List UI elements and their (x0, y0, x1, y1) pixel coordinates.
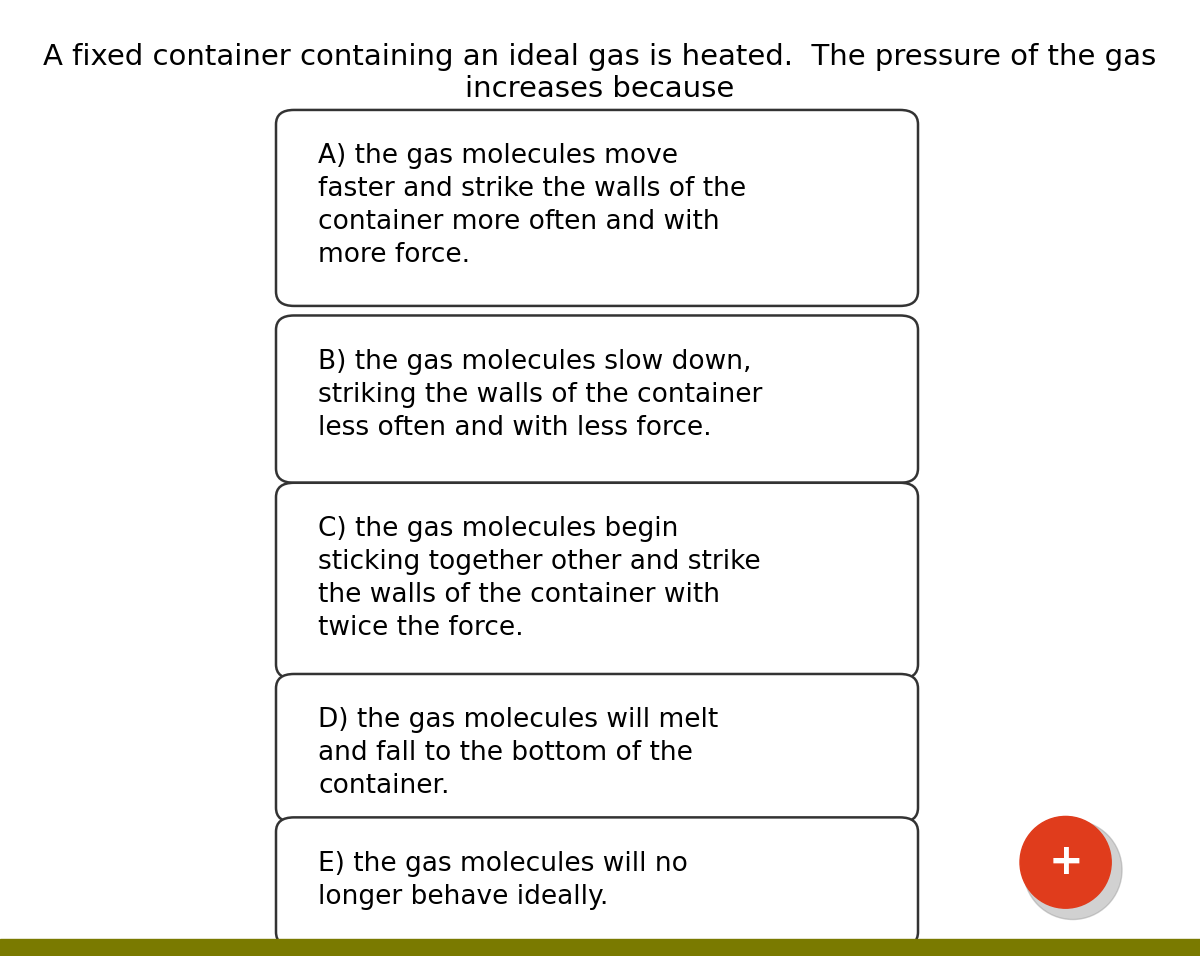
Ellipse shape (1020, 816, 1111, 908)
FancyBboxPatch shape (276, 315, 918, 483)
Ellipse shape (1024, 820, 1122, 920)
FancyBboxPatch shape (276, 674, 918, 822)
FancyBboxPatch shape (276, 483, 918, 679)
Bar (0, 939, 1200, 956)
Text: E) the gas molecules will no
longer behave ideally.: E) the gas molecules will no longer beha… (318, 851, 688, 910)
FancyBboxPatch shape (276, 110, 918, 306)
Text: A) the gas molecules move
faster and strike the walls of the
container more ofte: A) the gas molecules move faster and str… (318, 143, 746, 269)
Text: D) the gas molecules will melt
and fall to the bottom of the
container.: D) the gas molecules will melt and fall … (318, 707, 719, 799)
FancyBboxPatch shape (276, 817, 918, 946)
Text: A fixed container containing an ideal gas is heated.  The pressure of the gas
in: A fixed container containing an ideal ga… (43, 43, 1157, 103)
Text: C) the gas molecules begin
sticking together other and strike
the walls of the c: C) the gas molecules begin sticking toge… (318, 516, 761, 641)
Text: +: + (1049, 841, 1082, 883)
Text: B) the gas molecules slow down,
striking the walls of the container
less often a: B) the gas molecules slow down, striking… (318, 349, 762, 441)
